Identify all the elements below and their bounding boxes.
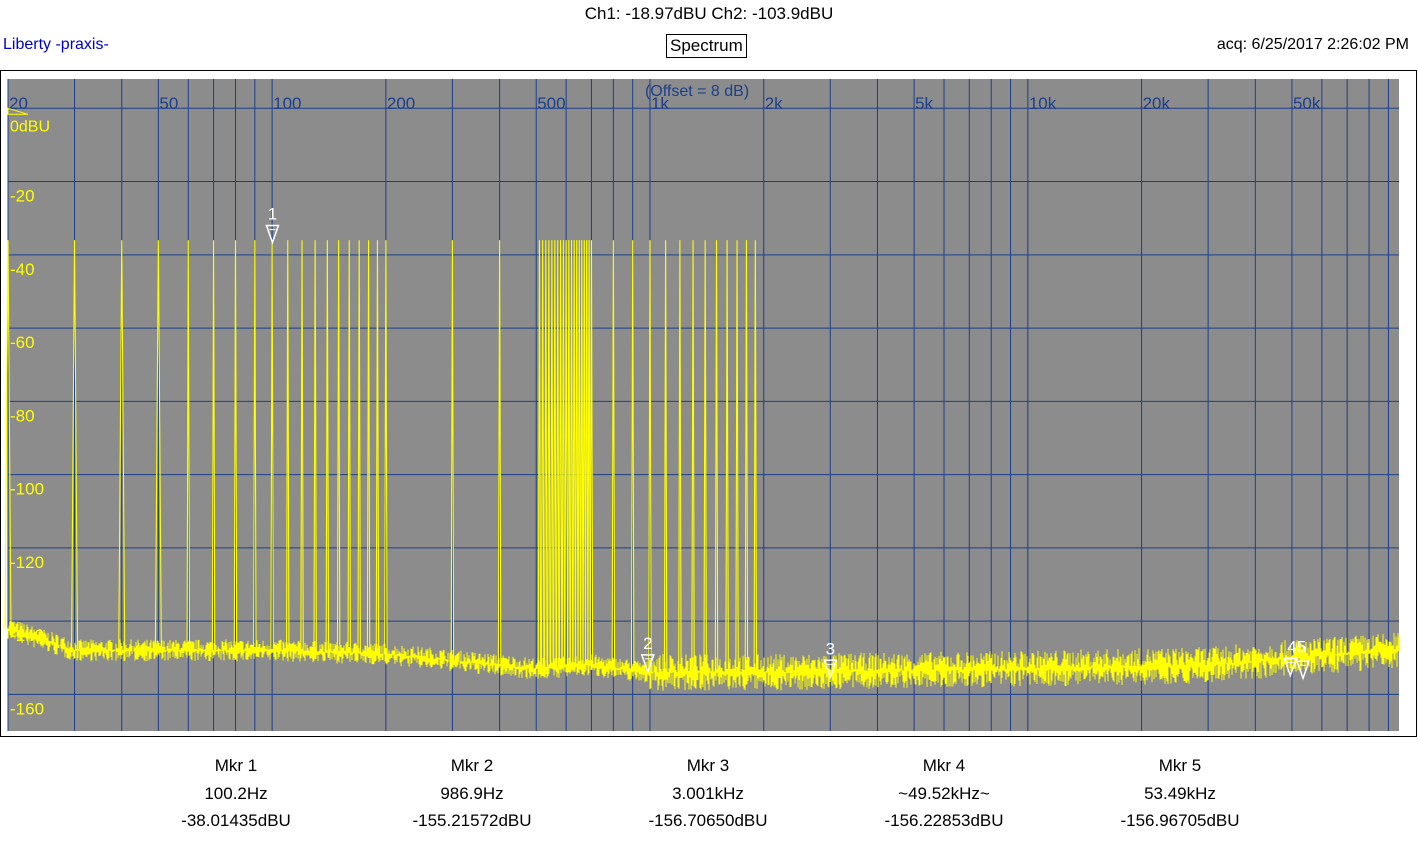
x-tick-label: 100 [273, 94, 301, 113]
x-tick-label: 20k [1143, 94, 1171, 113]
spectrum-chart[interactable]: 20 50 100 200 500 1k 2k 5k 10k 20k 50k (Offset = 8 … [1, 71, 1416, 736]
marker-1-label: 1 [268, 205, 277, 224]
plot-area [8, 79, 1399, 731]
x-tick-label: 2k [765, 94, 783, 113]
app-name: Liberty -praxis- [3, 36, 109, 54]
marker-5-title: Mkr 5 [1065, 752, 1295, 780]
marker-readout-4: Mkr 4 ~49.52kHz~ -156.22853dBU [829, 752, 1059, 835]
marker-4-frequency: ~49.52kHz~ [829, 780, 1059, 808]
marker-3-level: -156.70650dBU [593, 807, 823, 835]
channel-levels: Ch1: -18.97dBU Ch2: -103.9dBU [0, 4, 1418, 24]
marker-1-title: Mkr 1 [121, 752, 351, 780]
marker-2-label: 2 [643, 634, 652, 653]
y-tick-label: -80 [10, 406, 35, 425]
y-tick-label: -100 [10, 480, 44, 499]
mode-button[interactable]: Spectrum [666, 34, 747, 58]
marker-4-level: -156.22853dBU [829, 807, 1059, 835]
marker-readout-5: Mkr 5 53.49kHz -156.96705dBU [1065, 752, 1295, 835]
marker-readout-1: Mkr 1 100.2Hz -38.01435dBU [121, 752, 351, 835]
y-tick-label: -120 [10, 553, 44, 572]
spectrum-plot-frame[interactable]: 20 50 100 200 500 1k 2k 5k 10k 20k 50k (Offset = 8 … [0, 70, 1417, 737]
marker-3-label: 3 [826, 639, 835, 658]
offset-note: (Offset = 8 dB) [645, 83, 749, 100]
marker-5-frequency: 53.49kHz [1065, 780, 1295, 808]
y-tick-label: -40 [10, 260, 35, 279]
marker-2-frequency: 986.9Hz [357, 780, 587, 808]
marker-5-level: -156.96705dBU [1065, 807, 1295, 835]
marker-2-title: Mkr 2 [357, 752, 587, 780]
x-tick-label: 5k [915, 94, 933, 113]
x-tick-label: 500 [537, 94, 565, 113]
y-tick-label: -20 [10, 187, 35, 206]
acquisition-timestamp: acq: 6/25/2017 2:26:02 PM [1217, 36, 1409, 54]
marker-2-level: -155.21572dBU [357, 807, 587, 835]
x-tick-label: 200 [387, 94, 415, 113]
marker-4-title: Mkr 4 [829, 752, 1059, 780]
marker-readout-3: Mkr 3 3.001kHz -156.70650dBU [593, 752, 823, 835]
x-tick-label: 20 [9, 94, 28, 113]
marker-4-5-label: 45 [1287, 638, 1306, 657]
marker-3-title: Mkr 3 [593, 752, 823, 780]
y-tick-label: -60 [10, 333, 35, 352]
marker-1-frequency: 100.2Hz [121, 780, 351, 808]
x-tick-label: 50k [1293, 94, 1321, 113]
x-tick-label: 50 [159, 94, 178, 113]
x-tick-label: 10k [1029, 94, 1057, 113]
zero-reference-label: 0dBU [10, 118, 50, 135]
y-tick-label: -160 [10, 699, 44, 718]
marker-3-frequency: 3.001kHz [593, 780, 823, 808]
marker-1-level: -38.01435dBU [121, 807, 351, 835]
marker-readout-2: Mkr 2 986.9Hz -155.21572dBU [357, 752, 587, 835]
